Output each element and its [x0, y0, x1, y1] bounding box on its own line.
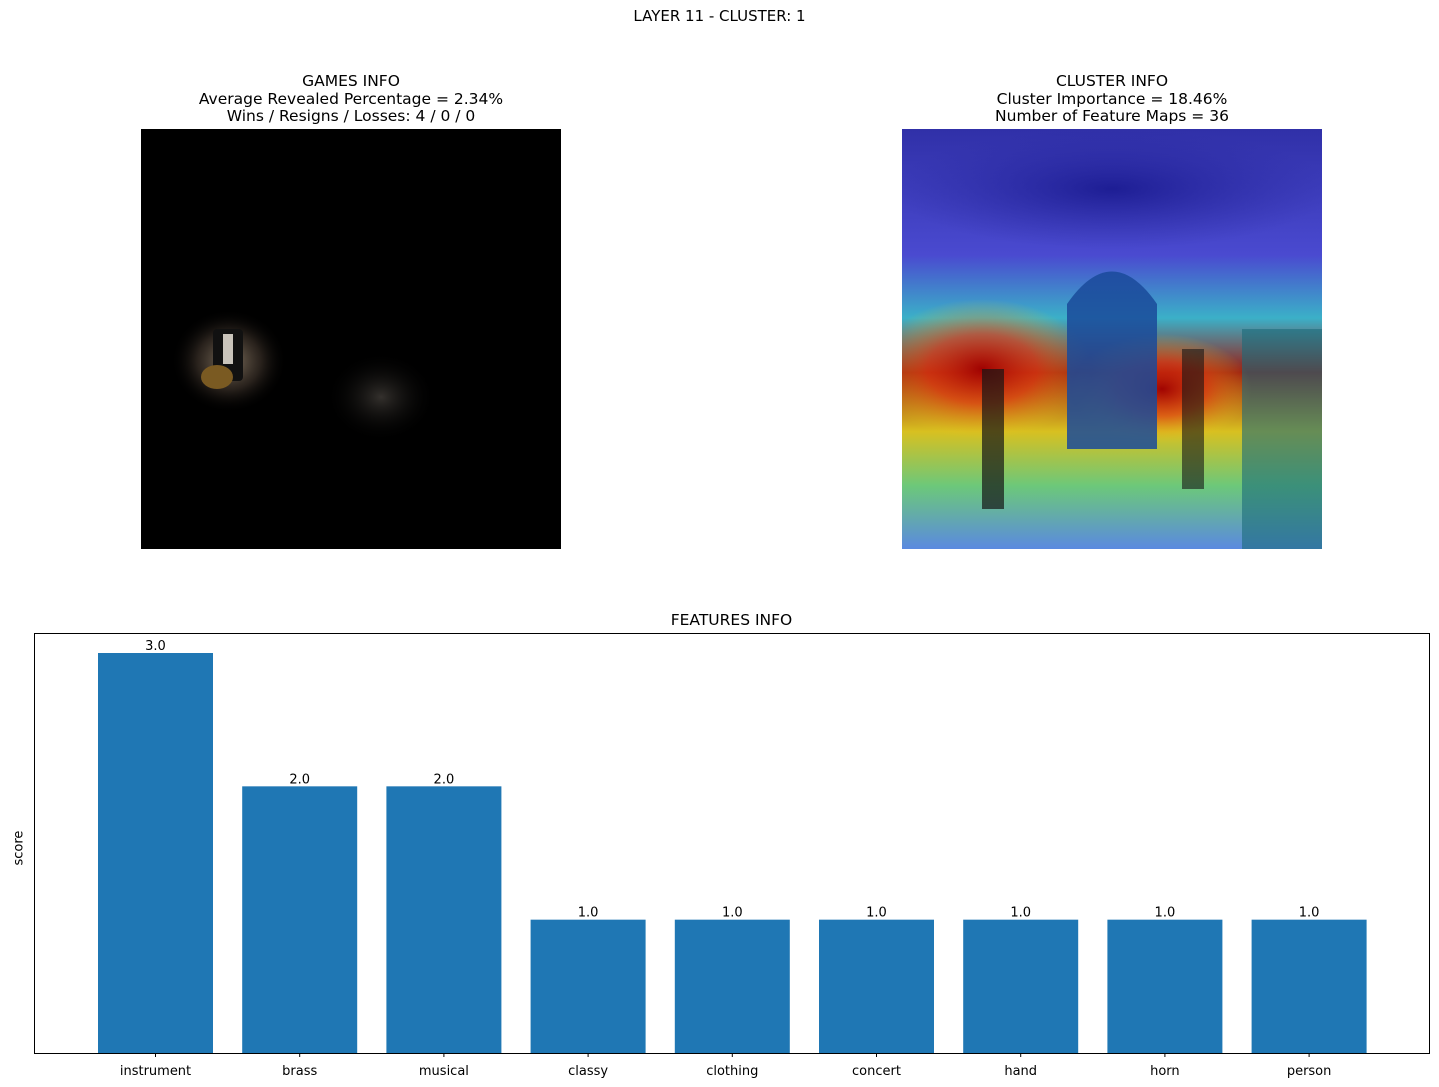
bar-classy [530, 919, 646, 1053]
bar-hand [963, 919, 1079, 1053]
bar-concert [819, 919, 934, 1053]
revealed-image [141, 129, 561, 549]
bar-value-label: 1.0 [866, 906, 887, 921]
x-tick-label: clothing [706, 1064, 758, 1079]
figure-title: LAYER 11 - CLUSTER: 1 [633, 7, 806, 25]
x-tick-label: instrument [120, 1064, 191, 1079]
cluster-info-heading: CLUSTER INFO [1055, 72, 1169, 90]
bar-value-label: 1.0 [722, 906, 743, 921]
bar-brass [242, 786, 358, 1053]
cluster-heatmap-image [902, 129, 1322, 549]
bar-value-label: 1.0 [1155, 906, 1176, 921]
bar-musical [386, 786, 502, 1053]
x-tick-label: person [1287, 1064, 1332, 1079]
average-revealed-percentage: Average Revealed Percentage = 2.34% [198, 89, 504, 108]
bar-person [1251, 919, 1367, 1053]
bar-value-label: 1.0 [578, 906, 599, 921]
bar-instrument [98, 653, 213, 1053]
x-tick-label: classy [568, 1064, 608, 1079]
feature-map-count: Number of Feature Maps = 36 [995, 107, 1229, 125]
bar-horn [1107, 919, 1223, 1053]
features-info-title: FEATURES INFO [670, 611, 793, 629]
bar-value-label: 1.0 [1010, 906, 1031, 921]
cluster-importance: Cluster Importance = 18.46% [996, 89, 1228, 108]
games-info-title: GAMES INFO Average Revealed Percentage =… [141, 72, 561, 126]
games-info-heading: GAMES INFO [302, 72, 400, 90]
bar-value-label: 2.0 [289, 772, 310, 787]
x-tick-label: concert [852, 1064, 901, 1079]
bar-value-label: 3.0 [145, 639, 166, 654]
cluster-info-title: CLUSTER INFO Cluster Importance = 18.46%… [902, 72, 1322, 126]
x-tick-label: hand [1004, 1064, 1037, 1079]
x-tick-label: horn [1150, 1064, 1180, 1079]
bar-value-label: 1.0 [1299, 906, 1320, 921]
bar-value-label: 2.0 [434, 772, 455, 787]
x-tick-label: brass [282, 1064, 317, 1079]
bar-clothing [674, 919, 790, 1053]
x-tick-label: musical [419, 1064, 469, 1079]
wins-resigns-losses: Wins / Resigns / Losses: 4 / 0 / 0 [226, 107, 476, 125]
